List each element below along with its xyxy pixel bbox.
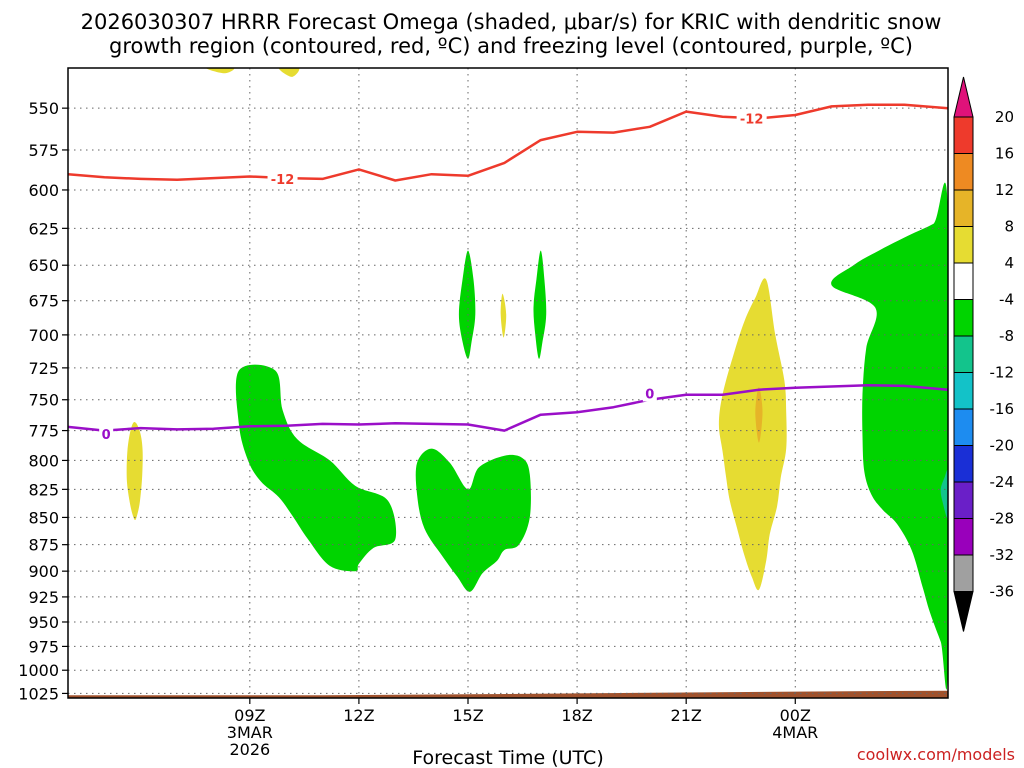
contour-line-freezing-level <box>67 383 949 432</box>
y-tick-label: 700 <box>28 326 59 345</box>
colorbar-segment <box>953 335 974 373</box>
plot-frame <box>67 67 949 699</box>
contour-label-snow-growth: -12 <box>271 173 295 188</box>
contour-label-freezing-level: 0 <box>645 387 654 402</box>
x-tick-label: 3MAR <box>227 723 273 742</box>
colorbar-segment <box>953 372 974 410</box>
contour-line-snow-growth <box>67 103 949 182</box>
colorbar-label: 4 <box>1004 254 1014 272</box>
x-tick-label: 18Z <box>561 706 592 725</box>
x-tick-label: 4MAR <box>772 723 818 742</box>
x-tick-label: 15Z <box>452 706 483 725</box>
colorbar-label: 12 <box>995 181 1014 199</box>
omega-region-11 <box>831 182 948 690</box>
contour-label-bg <box>267 170 298 187</box>
x-tick-label: 00Z <box>780 706 811 725</box>
omega-region-5 <box>415 448 531 592</box>
omega-shaded-regions <box>126 68 948 690</box>
colorbar-segment <box>953 408 974 446</box>
omega-region-10 <box>755 387 763 443</box>
y-tick-label: 1025 <box>18 684 59 703</box>
plot-area <box>68 68 948 698</box>
colorbar-label: -20 <box>990 437 1015 455</box>
omega-region-4 <box>235 364 397 572</box>
colorbar-label: -4 <box>999 291 1014 309</box>
y-tick-label: 675 <box>28 292 59 311</box>
y-tick-label: 625 <box>28 219 59 238</box>
colorbar-segment <box>953 226 974 264</box>
x-tick-label: 09Z <box>234 706 265 725</box>
colorbar-label: -16 <box>990 400 1015 418</box>
x-tick-label: 2026 <box>229 740 270 759</box>
contour-label-bg <box>736 110 767 127</box>
colorbar-segment <box>953 153 974 191</box>
y-tick-label: 775 <box>28 422 59 441</box>
omega-region-12 <box>940 469 948 519</box>
y-tick-label: 550 <box>28 99 59 118</box>
contour-label-freezing-level: 0 <box>102 428 111 443</box>
contour-lines: -12 -12 0 0 <box>67 103 949 443</box>
watermark-url: coolwx.com/models <box>857 745 1015 764</box>
x-tick-label: 21Z <box>671 706 702 725</box>
colorbar-label: -28 <box>990 510 1015 528</box>
y-tick-label: 650 <box>28 256 59 275</box>
colorbar-segment <box>953 116 974 154</box>
y-tick-label: 800 <box>28 451 59 470</box>
contour-label-bg <box>642 385 657 402</box>
y-tick-label: 950 <box>28 613 59 632</box>
y-tick-label: 975 <box>28 637 59 656</box>
chart-title-line-1: 2026030307 HRRR Forecast Omega (shaded, … <box>81 10 942 34</box>
colorbar-segment <box>953 445 974 483</box>
y-tick-label: 575 <box>28 141 59 160</box>
y-tick-label: 725 <box>28 359 59 378</box>
omega-region-9 <box>718 278 787 591</box>
colorbar-segment <box>953 299 974 337</box>
chart-title-line-2: growth region (contoured, red, ºC) and f… <box>109 34 913 58</box>
omega-region-8 <box>533 250 547 359</box>
omega-region-3 <box>278 68 300 77</box>
colorbar-segment <box>953 518 974 556</box>
colorbar: -36 -32 -28 -24 -20 -16 -12 -8 -4 4 8 12 16 20 <box>953 76 1015 632</box>
colorbar-bottom-arrow <box>953 591 974 632</box>
terrain-fill <box>68 690 948 698</box>
contour-label-snow-growth: -12 <box>740 112 764 127</box>
colorbar-segment <box>953 262 974 300</box>
y-tick-label: 600 <box>28 181 59 200</box>
colorbar-label: 20 <box>995 108 1014 126</box>
colorbar-segment <box>953 481 974 519</box>
colorbar-label: -12 <box>990 364 1015 382</box>
colorbar-segment <box>953 554 974 592</box>
colorbar-label: 16 <box>995 145 1014 163</box>
y-axis-ticks: 550 575 600 625 650 675 700 725 750 775 800 825 850 8… <box>18 99 68 703</box>
y-tick-label: 925 <box>28 588 59 607</box>
x-axis-label: Forecast Time (UTC) <box>412 747 603 768</box>
y-tick-label: 875 <box>28 536 59 555</box>
terrain-surface <box>68 690 948 698</box>
y-tick-label: 825 <box>28 480 59 499</box>
y-tick-label: 1000 <box>18 661 59 680</box>
omega-region-7 <box>500 293 507 338</box>
omega-region-2 <box>206 68 235 74</box>
x-tick-label: 12Z <box>343 706 374 725</box>
y-tick-label: 900 <box>28 562 59 581</box>
colorbar-label: 8 <box>1004 218 1014 236</box>
colorbar-label: -36 <box>990 583 1015 601</box>
y-tick-label: 850 <box>28 508 59 527</box>
omega-region-1 <box>126 422 143 521</box>
grid-lines <box>68 68 948 698</box>
contour-label-bg <box>99 426 114 443</box>
colorbar-label: -32 <box>990 546 1015 564</box>
omega-region-6 <box>458 250 476 359</box>
colorbar-top-arrow <box>953 76 974 118</box>
colorbar-label: -8 <box>999 327 1014 345</box>
y-tick-label: 750 <box>28 391 59 410</box>
colorbar-label: -24 <box>990 473 1015 491</box>
colorbar-segment <box>953 189 974 227</box>
